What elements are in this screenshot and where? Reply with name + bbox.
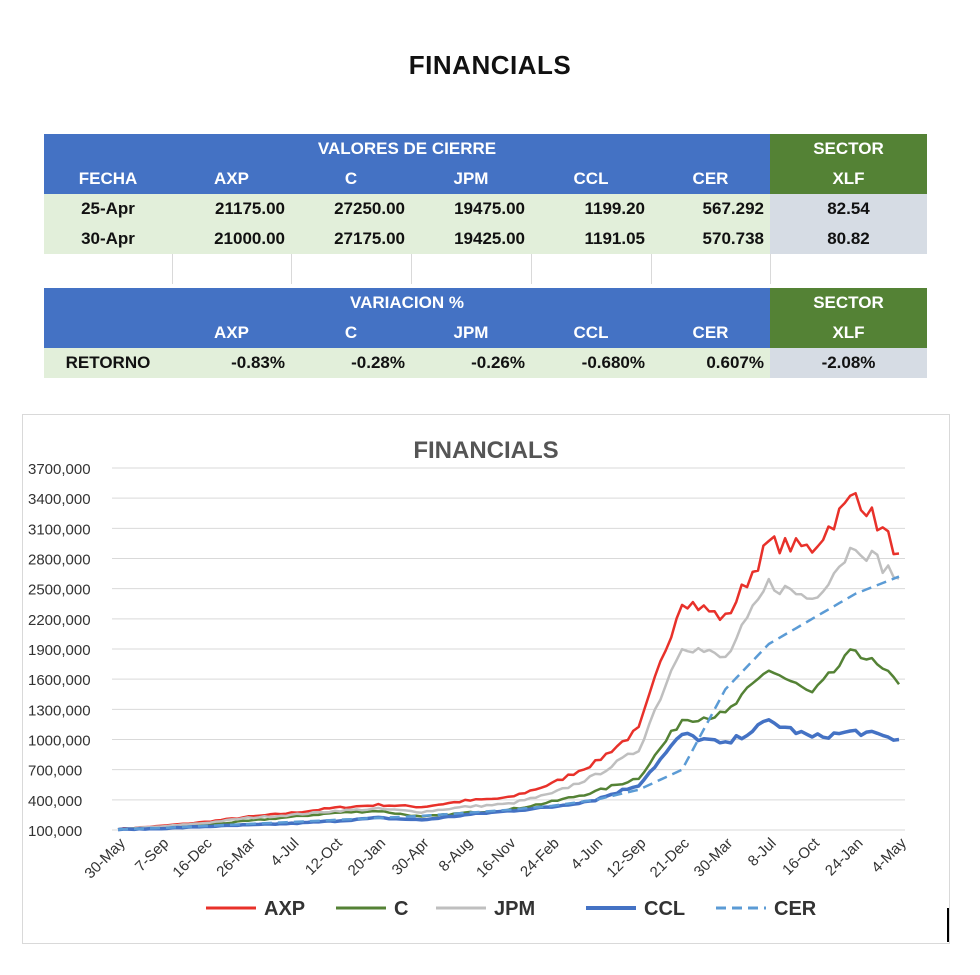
x-tick-label: 12-Sep	[603, 835, 649, 881]
x-tick-label: 16-Dec	[169, 834, 216, 881]
x-tick-label: 30-Mar	[691, 835, 737, 881]
group-header: VARIACION %	[44, 288, 770, 318]
y-tick-label: 1300,000	[28, 702, 91, 719]
cell-jpm: 19475.00	[411, 194, 531, 224]
x-tick-label: 26-Mar	[213, 835, 259, 881]
y-tick-label: 1000,000	[28, 733, 91, 750]
x-tick-label: 21-Dec	[647, 834, 694, 881]
y-tick-label: 2800,000	[28, 552, 91, 569]
col-header-cer: CER	[651, 318, 770, 348]
legend-label-ccl: CCL	[644, 898, 685, 920]
series-line-jpm	[117, 546, 900, 831]
y-tick-label: 2500,000	[28, 582, 91, 599]
chart-title: FINANCIALS	[413, 437, 559, 464]
cell-ccl: 1191.05	[531, 224, 651, 254]
cell-axp: -0.83%	[172, 348, 291, 378]
y-tick-label: 700,000	[28, 763, 82, 780]
y-tick-label: 3400,000	[28, 491, 91, 508]
col-header-c: C	[291, 318, 411, 348]
col-header-axp: AXP	[172, 164, 291, 194]
cell-fecha: 25-Apr	[44, 194, 172, 224]
series-line-ccl	[117, 718, 900, 832]
legend-label-jpm: JPM	[494, 898, 535, 920]
table-row: RETORNO -0.83% -0.28% -0.26% -0.680% 0.6…	[44, 348, 927, 378]
cell-label: RETORNO	[44, 348, 172, 378]
col-header-jpm: JPM	[411, 318, 531, 348]
x-tick-label: 4-Jun	[568, 835, 607, 874]
x-tick-label: 4-May	[868, 834, 910, 876]
y-tick-label: 400,000	[28, 793, 82, 810]
table-row: 30-Apr 21000.00 27175.00 19425.00 1191.0…	[44, 224, 927, 254]
series-line-cer	[117, 575, 900, 831]
spacer-row	[44, 254, 927, 284]
legend-label-axp: AXP	[264, 898, 305, 920]
x-tick-label: 16-Nov	[473, 834, 520, 881]
sector-header: SECTOR	[770, 134, 927, 164]
col-header-empty	[44, 318, 172, 348]
x-tick-label: 20-Jan	[345, 835, 389, 879]
cell-xlf: 82.54	[770, 194, 927, 224]
cell-axp: 21175.00	[172, 194, 291, 224]
y-tick-label: 1600,000	[28, 672, 91, 689]
y-tick-label: 2200,000	[28, 612, 91, 629]
col-header-fecha: FECHA	[44, 164, 172, 194]
x-tick-label: 30-May	[81, 834, 129, 882]
cell-xlf: 80.82	[770, 224, 927, 254]
text-cursor	[947, 908, 949, 942]
col-header-axp: AXP	[172, 318, 291, 348]
cell-cer: 567.292	[651, 194, 770, 224]
variation-table: VARIACION % SECTOR AXP C JPM CCL CER XLF…	[44, 288, 927, 378]
x-tick-label: 24-Feb	[517, 835, 563, 881]
x-tick-label: 7-Sep	[132, 835, 172, 875]
y-tick-label: 3100,000	[28, 521, 91, 538]
cell-cer: 570.738	[651, 224, 770, 254]
page-title: FINANCIALS	[408, 50, 572, 80]
cell-ccl: -0.680%	[531, 348, 651, 378]
cell-axp: 21000.00	[172, 224, 291, 254]
x-tick-label: 4-Jul	[267, 835, 302, 870]
col-header-xlf: XLF	[770, 318, 927, 348]
x-tick-label: 12-Oct	[302, 834, 346, 878]
x-tick-label: 24-Jan	[822, 835, 866, 879]
x-tick-label: 8-Aug	[436, 835, 476, 875]
col-header-xlf: XLF	[770, 164, 927, 194]
cell-jpm: -0.26%	[411, 348, 531, 378]
col-header-jpm: JPM	[411, 164, 531, 194]
sector-header: SECTOR	[770, 288, 927, 318]
series-line-axp	[117, 491, 900, 831]
cell-fecha: 30-Apr	[44, 224, 172, 254]
cell-c: 27250.00	[291, 194, 411, 224]
x-tick-label: 16-Oct	[779, 834, 823, 878]
cell-jpm: 19425.00	[411, 224, 531, 254]
col-header-cer: CER	[651, 164, 770, 194]
table-row: 25-Apr 21175.00 27250.00 19475.00 1199.2…	[44, 194, 927, 224]
closing-values-table: VALORES DE CIERRE SECTOR FECHA AXP C JPM…	[44, 134, 927, 284]
cell-c: 27175.00	[291, 224, 411, 254]
cell-ccl: 1199.20	[531, 194, 651, 224]
y-tick-label: 3700,000	[28, 461, 91, 478]
cell-xlf: -2.08%	[770, 348, 927, 378]
cell-cer: 0.607%	[651, 348, 770, 378]
legend-label-c: C	[394, 898, 408, 920]
y-tick-label: 100,000	[28, 823, 82, 840]
col-header-ccl: CCL	[531, 318, 651, 348]
col-header-ccl: CCL	[531, 164, 651, 194]
legend-label-cer: CER	[774, 898, 817, 920]
col-header-c: C	[291, 164, 411, 194]
y-tick-label: 1900,000	[28, 642, 91, 659]
x-tick-label: 30-Apr	[389, 835, 433, 879]
x-tick-label: 8-Jul	[745, 835, 780, 870]
group-header: VALORES DE CIERRE	[44, 134, 770, 164]
cell-c: -0.28%	[291, 348, 411, 378]
